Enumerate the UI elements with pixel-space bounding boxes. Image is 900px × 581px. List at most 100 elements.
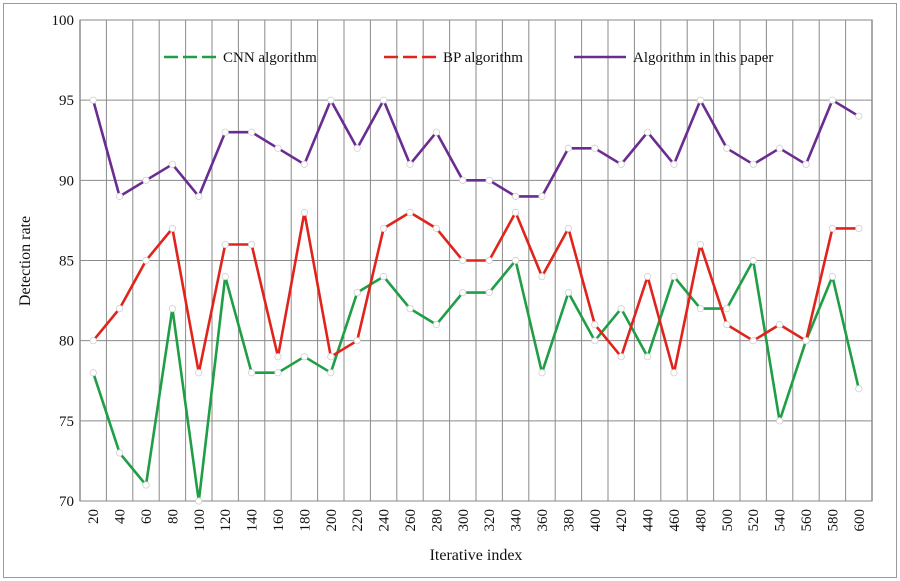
legend-label-bp: BP algorithm [443, 50, 523, 66]
data-point-s1-20 [617, 353, 625, 361]
data-point-s1-8 [300, 208, 308, 216]
data-point-s2-3 [168, 160, 176, 168]
y-tick-label: 90 [59, 173, 74, 189]
data-point-s1-5 [221, 240, 229, 249]
y-axis-label: Detection rate [17, 216, 34, 306]
x-tick-label: 360 [535, 509, 551, 532]
data-point-s2-13 [432, 128, 440, 136]
x-tick-label: 340 [509, 509, 525, 532]
x-tick-label: 520 [746, 509, 762, 532]
data-point-s0-9 [327, 369, 335, 377]
data-point-s1-13 [432, 224, 440, 233]
series-lines [91, 98, 861, 503]
data-point-s1-6 [248, 240, 256, 249]
data-point-s0-1 [116, 449, 124, 457]
x-tick-label: 500 [720, 509, 736, 532]
y-tick-label: 85 [59, 254, 74, 270]
data-point-s1-12 [406, 208, 414, 216]
x-tick-label: 100 [192, 509, 208, 532]
data-point-s0-24 [723, 304, 731, 313]
data-point-s2-25 [749, 160, 757, 168]
data-point-s2-11 [379, 96, 388, 104]
x-tick-label: 60 [139, 509, 155, 524]
data-point-s1-22 [670, 369, 678, 377]
data-point-s0-11 [379, 272, 388, 281]
data-point-s2-18 [564, 144, 573, 152]
data-point-s1-10 [353, 337, 361, 345]
data-point-s1-2 [142, 256, 150, 265]
data-point-s1-3 [168, 224, 176, 233]
y-tick-label: 100 [52, 13, 75, 29]
x-tick-label: 180 [297, 509, 313, 532]
x-tick-label: 380 [561, 509, 577, 532]
data-point-s2-23 [696, 96, 705, 104]
data-point-s1-0 [89, 337, 97, 345]
data-point-s1-25 [749, 337, 757, 345]
data-point-s2-29 [855, 112, 863, 120]
x-tick-label: 320 [482, 509, 498, 532]
data-point-s0-21 [643, 353, 652, 361]
x-tick-label: 600 [852, 509, 868, 532]
data-point-s0-6 [248, 369, 256, 377]
x-tick-label: 560 [799, 509, 815, 532]
data-point-s2-4 [195, 192, 203, 200]
data-point-s0-20 [617, 304, 625, 313]
data-point-s2-24 [723, 144, 731, 152]
data-point-s0-4 [195, 497, 203, 505]
data-point-s2-19 [591, 144, 599, 152]
x-tick-label: 540 [773, 509, 789, 532]
x-tick-label: 420 [614, 509, 630, 532]
data-point-s0-12 [406, 304, 414, 313]
data-point-s2-10 [353, 144, 361, 152]
data-point-s0-17 [538, 369, 546, 377]
x-tick-label: 220 [350, 509, 366, 532]
data-point-s0-22 [670, 272, 678, 281]
data-point-s0-29 [855, 385, 863, 393]
series-line-0 [91, 259, 861, 503]
series-line-1 [92, 211, 859, 375]
data-point-s2-8 [300, 160, 308, 168]
data-point-s1-15 [485, 256, 493, 265]
x-tick-labels: 20 40 60 80 100 120 140 160 180 200 220 240 260 280 30… [86, 509, 868, 532]
data-point-s1-17 [538, 272, 546, 281]
series-points [89, 96, 863, 505]
data-point-s0-14 [459, 288, 467, 297]
series-line-2 [91, 98, 860, 198]
data-point-s2-0 [89, 96, 97, 104]
data-point-s1-28 [828, 224, 837, 233]
data-point-s0-16 [511, 256, 520, 265]
data-point-s2-26 [775, 144, 784, 152]
data-point-s1-18 [564, 224, 573, 233]
y-tick-label: 95 [59, 93, 74, 109]
data-point-s2-7 [274, 144, 282, 152]
x-tick-label: 480 [693, 509, 709, 532]
data-point-s2-15 [485, 176, 493, 184]
data-point-s1-16 [511, 208, 520, 216]
data-point-s2-12 [406, 160, 414, 168]
data-point-s0-25 [749, 256, 757, 265]
data-point-s2-14 [459, 176, 467, 184]
x-axis-label: Iterative index [430, 547, 523, 564]
x-tick-label: 260 [403, 509, 419, 532]
x-tick-label: 120 [218, 509, 234, 532]
data-point-s1-29 [855, 224, 863, 233]
data-point-s2-28 [828, 96, 837, 104]
data-point-s1-9 [327, 353, 335, 361]
data-point-s2-1 [116, 192, 124, 200]
y-tick-label: 75 [59, 414, 74, 430]
data-point-s1-27 [802, 337, 810, 345]
x-tick-label: 580 [825, 509, 841, 532]
data-point-s2-9 [327, 96, 335, 104]
data-point-s1-7 [274, 353, 282, 361]
data-point-s2-16 [511, 192, 520, 200]
data-point-s1-19 [591, 321, 599, 329]
data-point-s1-21 [643, 272, 652, 281]
data-point-s2-22 [670, 160, 678, 168]
x-tick-label: 440 [641, 509, 657, 532]
data-point-s2-6 [248, 128, 256, 136]
data-point-s0-28 [828, 272, 837, 281]
x-tick-label: 200 [324, 509, 340, 532]
legend-label-proposed: Algorithm in this paper [633, 50, 773, 66]
data-point-s0-7 [274, 369, 282, 377]
